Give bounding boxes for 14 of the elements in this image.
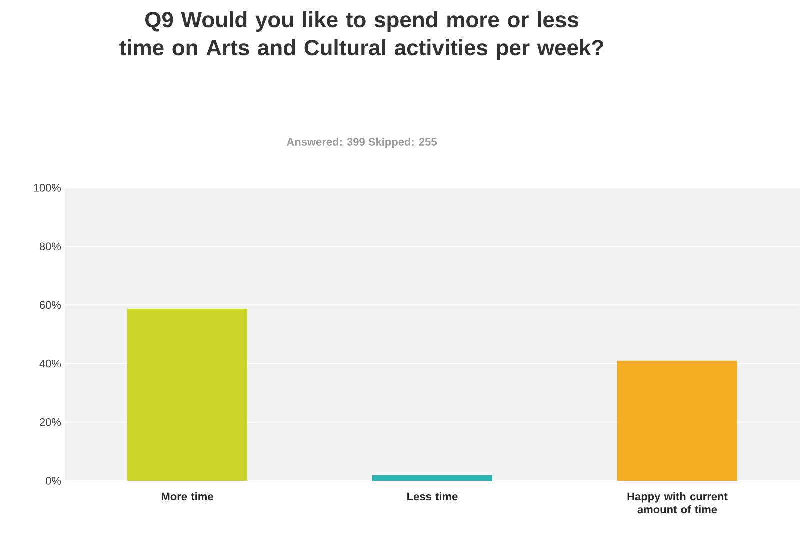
y-tick-label: 20% — [40, 418, 62, 426]
chart-title: Q9 Would you like to spend more or less time on Arts and Cultural activities per week? — [120, 12, 604, 60]
x-tick-label: Happy with current amount of time — [628, 492, 728, 514]
bar — [618, 360, 738, 481]
x-tick-label: More time — [162, 492, 214, 501]
y-tick-label: 100% — [34, 184, 62, 192]
chart-subtitle: Answered: 399 Skipped: 255 — [286, 138, 437, 148]
bar — [128, 309, 248, 481]
y-tick-label: 60% — [40, 301, 62, 310]
y-tick-label: 80% — [40, 242, 62, 250]
y-tick-label: 40% — [40, 360, 62, 368]
x-tick-label: Less time — [408, 492, 458, 501]
bar — [372, 475, 492, 481]
y-tick-label: 0% — [46, 477, 62, 485]
